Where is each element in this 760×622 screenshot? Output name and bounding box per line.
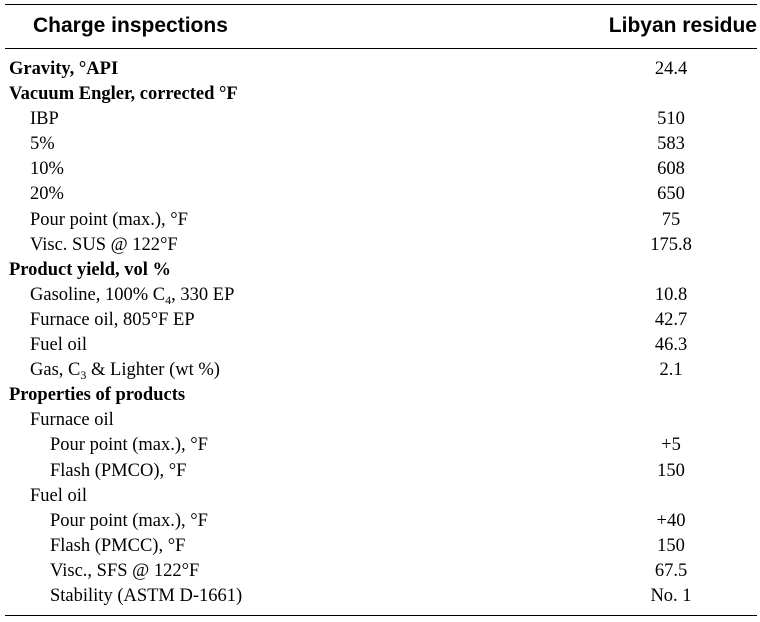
row-value: 75	[661, 209, 681, 230]
table-body: Gravity, °API 24.4 Vacuum Engler, correcte…	[5, 57, 757, 609]
row-value: No. 1	[650, 585, 692, 606]
table-row: Stability (ASTM D-1661) No. 1	[5, 584, 757, 609]
section-heading: Properties of products	[9, 385, 186, 406]
row-value: 2.1	[659, 360, 683, 381]
row-value: 650	[657, 184, 685, 205]
row-label: Pour point (max.), °F	[50, 510, 208, 531]
row-label: Furnace oil, 805°F EP	[30, 309, 195, 330]
row-label: Fuel oil	[30, 485, 88, 506]
table-row: Properties of products	[5, 383, 757, 408]
row-label: IBP	[30, 109, 59, 130]
row-value: +40	[656, 510, 686, 531]
row-value: 46.3	[654, 335, 688, 356]
table-row: Gravity, °API 24.4	[5, 57, 757, 82]
row-value: 175.8	[650, 234, 692, 255]
row-label: Pour point (max.), °F	[30, 209, 188, 230]
table-row: 10% 608	[5, 157, 757, 182]
row-value: 24.4	[654, 59, 688, 79]
row-label: Furnace oil	[30, 410, 114, 431]
row-label: 20%	[30, 184, 64, 205]
row-label: Fuel oil	[30, 335, 88, 356]
table-row: 5% 583	[5, 132, 757, 157]
section-heading: Gravity, °API	[9, 59, 119, 79]
row-label: Visc., SFS @ 122°F	[50, 560, 200, 581]
section-heading: Vacuum Engler, corrected °F	[9, 84, 238, 105]
column-header-charge-inspections: Charge inspections	[33, 14, 228, 37]
table-row: Flash (PMCC), °F 150	[5, 534, 757, 559]
table-row: Pour point (max.), °F 75	[5, 208, 757, 233]
table-row: Vacuum Engler, corrected °F	[5, 82, 757, 107]
row-label: Stability (ASTM D-1661)	[50, 585, 243, 606]
row-value: 67.5	[654, 560, 688, 581]
table-row: Fuel oil 46.3	[5, 333, 757, 358]
section-heading: Product yield, vol %	[9, 259, 172, 280]
row-label: Gas, C3 & Lighter (wt %)	[30, 360, 220, 383]
table-row: Visc. SUS @ 122°F 175.8	[5, 233, 757, 258]
table-row: Pour point (max.), °F +5	[5, 433, 757, 458]
table-row: Gas, C3 & Lighter (wt %) 2.1	[5, 358, 757, 383]
table-row: Flash (PMCO), °F 150	[5, 459, 757, 484]
table-row: Visc., SFS @ 122°F 67.5	[5, 559, 757, 584]
table-row: Fuel oil	[5, 484, 757, 509]
table-top-rule	[5, 4, 757, 5]
row-value: 150	[657, 535, 685, 556]
row-label: Visc. SUS @ 122°F	[30, 234, 178, 255]
table-row: Gasoline, 100% C4, 330 EP 10.8	[5, 283, 757, 308]
table-header-rule	[5, 48, 757, 49]
row-value: 510	[657, 109, 685, 130]
table-row: IBP 510	[5, 107, 757, 132]
row-label: 5%	[30, 134, 55, 155]
row-value: 10.8	[654, 284, 688, 305]
column-header-libyan-residue: Libyan residue	[608, 14, 757, 37]
table-row: Product yield, vol %	[5, 258, 757, 283]
table-bottom-rule	[5, 615, 757, 616]
row-value: 608	[657, 159, 685, 180]
table-row: Furnace oil	[5, 408, 757, 433]
subscript: 3	[80, 368, 87, 383]
table-row: Pour point (max.), °F +40	[5, 509, 757, 534]
row-value: 42.7	[654, 309, 688, 330]
row-label: 10%	[30, 159, 64, 180]
row-label: Pour point (max.), °F	[50, 435, 208, 456]
subscript: 4	[165, 292, 172, 307]
row-value: +5	[661, 435, 681, 456]
table-row: 20% 650	[5, 182, 757, 207]
row-label: Flash (PMCO), °F	[50, 460, 187, 481]
table-row: Furnace oil, 805°F EP 42.7	[5, 308, 757, 333]
row-value: 583	[657, 134, 685, 155]
row-value: 150	[657, 460, 685, 481]
row-label: Flash (PMCC), °F	[50, 535, 186, 556]
row-label: Gasoline, 100% C4, 330 EP	[30, 284, 235, 307]
